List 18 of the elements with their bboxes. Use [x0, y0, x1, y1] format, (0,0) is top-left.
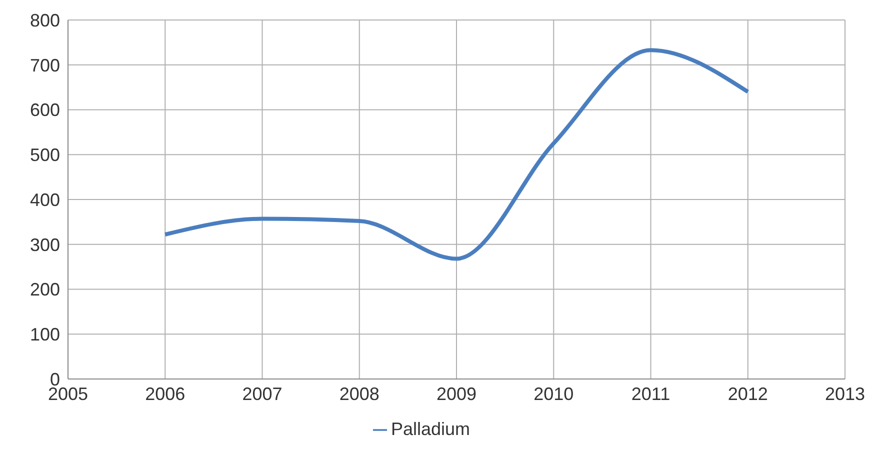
x-tick-label: 2013 [824, 384, 866, 404]
line-series [163, 48, 750, 261]
y-tick-label: 500 [30, 145, 60, 166]
x-tick-label: 2010 [534, 384, 574, 404]
y-tick-label: 200 [30, 280, 60, 300]
y-tick-label: 800 [30, 10, 60, 30]
x-tick-label: 2012 [728, 384, 768, 404]
x-tick-label: 2009 [436, 384, 477, 404]
x-tick-label: 2011 [631, 384, 670, 404]
y-tick-label: 300 [30, 234, 60, 255]
y-tick-label: 100 [30, 324, 60, 345]
y-tick-label: 600 [30, 100, 60, 120]
legend-label: Palladium [390, 419, 470, 439]
y-tick-label: 700 [30, 55, 60, 76]
x-tick-label: 2006 [145, 384, 186, 404]
y-tick-label: 400 [30, 190, 60, 210]
x-tick-label: 2008 [339, 384, 380, 404]
x-tick-label: 2007 [242, 384, 282, 404]
